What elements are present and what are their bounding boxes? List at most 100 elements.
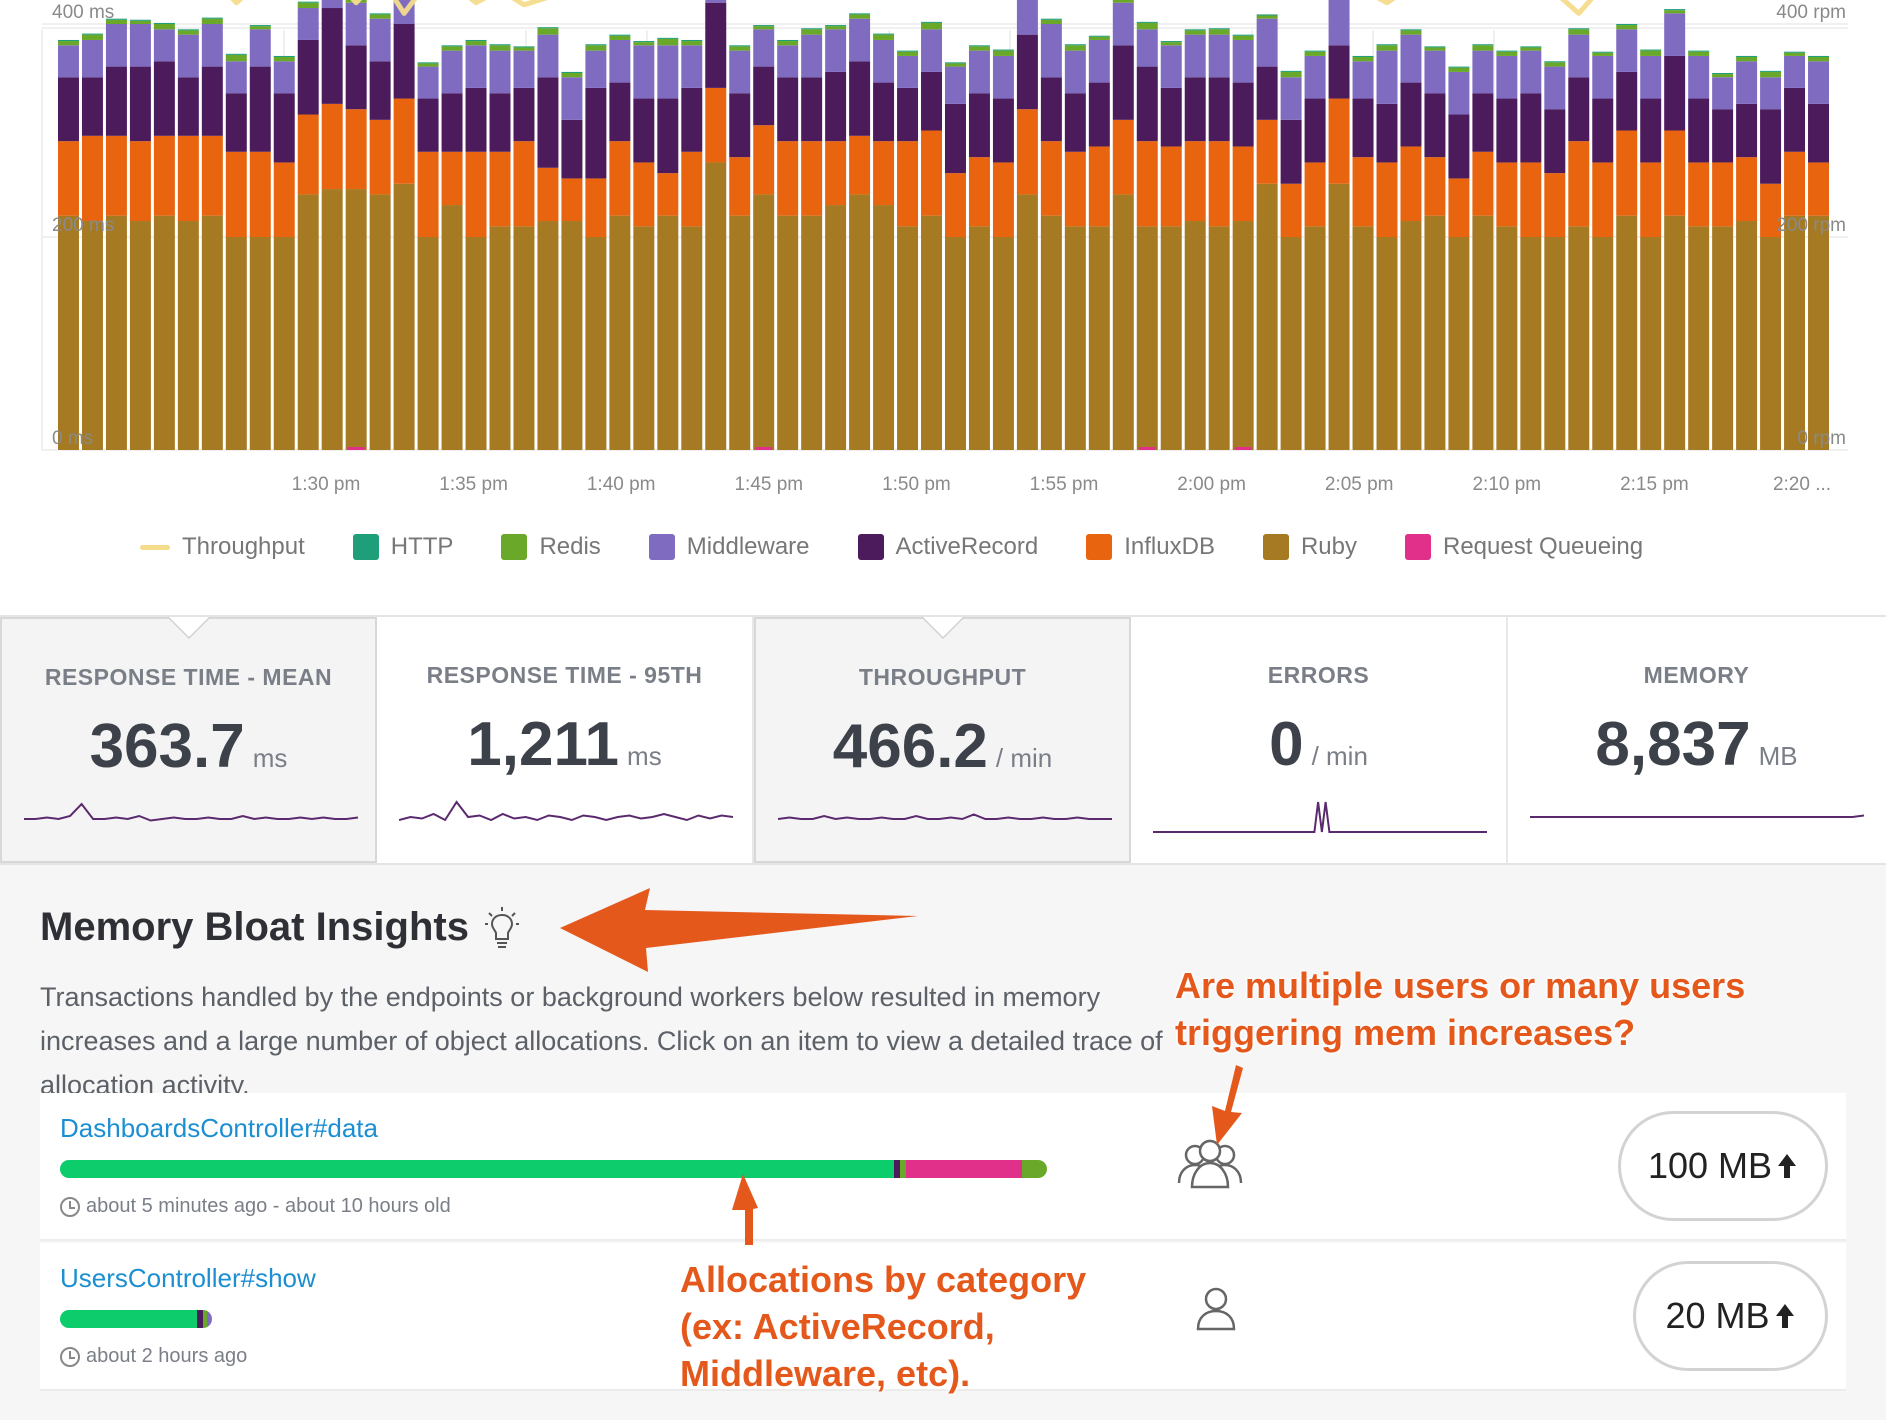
sparkline	[1153, 801, 1487, 833]
insight-row-users[interactable]: UsersController#show about 2 hours ago 2…	[40, 1243, 1846, 1391]
metrics-row: RESPONSE TIME - MEAN 363.7 ms RESPONSE T…	[0, 615, 1886, 865]
bar-segment-middleware	[1712, 77, 1734, 110]
bar-segment-middleware	[1328, 0, 1350, 46]
allocation-segment-redis[interactable]	[202, 1310, 208, 1328]
metric-card-errors[interactable]: ERRORS 0 / min	[1131, 617, 1508, 863]
x-tick: 1:40 pm	[587, 474, 656, 495]
bar-segment-http	[1400, 29, 1422, 31]
bar-segment-ruby	[1304, 226, 1326, 450]
bar-segment-http	[297, 1, 319, 3]
bar-segment-redis	[249, 26, 271, 30]
allocation-segment-activerecord[interactable]	[196, 1310, 203, 1328]
allocation-bar[interactable]	[60, 1160, 1047, 1178]
metric-value: 363.7 ms	[2, 711, 375, 782]
allocation-segment-activerecord[interactable]	[894, 1160, 900, 1178]
active-caret-fill	[922, 617, 963, 637]
bar-segment-middleware	[1544, 66, 1566, 110]
legend-swatch	[648, 534, 675, 560]
bar-segment-http	[1688, 50, 1710, 52]
bar-segment-redis	[1640, 50, 1662, 56]
bar-segment-redis	[681, 41, 703, 46]
legend-item-redis[interactable]: Redis	[501, 533, 601, 561]
bar-segment-influxdb	[1136, 141, 1158, 227]
bar-segment-ruby	[225, 237, 247, 450]
y-tick-right: 200 rpm	[1776, 215, 1846, 236]
bar-segment-middleware	[297, 8, 319, 40]
bar-segment-activerecord	[321, 8, 343, 104]
bar-segment-ruby	[1376, 237, 1398, 450]
bar-segment-http	[585, 44, 607, 46]
legend-item-middleware[interactable]: Middleware	[648, 533, 810, 561]
legend-item-activerecord[interactable]: ActiveRecord	[857, 533, 1038, 561]
bar-segment-redis	[1760, 71, 1782, 78]
bar-segment-ruby	[1352, 226, 1374, 450]
bar-segment-influxdb	[249, 151, 271, 237]
multiple-users-icon	[1177, 1139, 1243, 1189]
legend-item-request-queueing[interactable]: Request Queueing	[1404, 533, 1643, 561]
bar-segment-middleware	[1736, 61, 1758, 104]
bar-segment-http	[537, 27, 559, 29]
bar-segment-ruby	[81, 221, 103, 450]
bar-segment-middleware	[1400, 34, 1422, 83]
allocation-bar[interactable]	[60, 1310, 212, 1328]
metric-card-memory[interactable]: MEMORY 8,837 MB	[1508, 617, 1885, 863]
bar-segment-activerecord	[81, 77, 103, 136]
bar-segment-influxdb	[1496, 162, 1518, 227]
bar-segment-activerecord	[489, 93, 511, 152]
bar-segment-middleware	[1352, 61, 1374, 99]
bar-segment-activerecord	[513, 87, 535, 142]
allocation-segment-redis[interactable]	[1022, 1160, 1047, 1178]
bar-segment-redis	[1424, 47, 1446, 51]
bar-segment-ruby	[153, 215, 175, 450]
allocation-segment-request-queueing[interactable]	[905, 1160, 1023, 1178]
bar-segment-ruby	[1736, 221, 1758, 450]
bar-segment-http	[1064, 44, 1086, 46]
bar-segment-ruby	[825, 205, 847, 450]
bar-segment-activerecord	[1016, 34, 1038, 110]
x-tick: 2:10 pm	[1472, 474, 1541, 495]
legend-item-ruby[interactable]: Ruby	[1262, 533, 1357, 561]
legend-item-influxdb[interactable]: InfluxDB	[1086, 533, 1215, 561]
annotation-allocations-line3: Middleware, etc).	[680, 1353, 971, 1394]
bar-segment-influxdb	[873, 141, 895, 206]
bar-segment-http	[1664, 9, 1686, 11]
bar-segment-middleware	[1448, 71, 1470, 115]
memory-increase-pill[interactable]: 20 MB	[1633, 1261, 1828, 1371]
metric-card-response-95th[interactable]: RESPONSE TIME - 95TH 1,211 ms	[377, 617, 754, 863]
legend-item-http[interactable]: HTTP	[352, 533, 453, 561]
legend-item-throughput[interactable]: Throughput	[140, 533, 305, 561]
allocation-segment-middleware[interactable]	[207, 1310, 212, 1328]
bar-segment-ruby	[1808, 215, 1829, 450]
bar-segment-influxdb	[321, 103, 343, 190]
bar-segment-influxdb	[897, 141, 919, 227]
bar-segment-activerecord	[1328, 45, 1350, 99]
insight-row-dashboards[interactable]: DashboardsController#data about 5 minute…	[40, 1093, 1846, 1241]
bar-segment-ruby	[1088, 226, 1110, 450]
bar-segment-redis	[537, 28, 559, 35]
bar-segment-ruby	[58, 215, 79, 450]
transaction-link[interactable]: UsersController#show	[60, 1263, 316, 1293]
allocation-segment-green[interactable]	[60, 1310, 197, 1328]
transaction-link[interactable]: DashboardsController#data	[60, 1113, 378, 1143]
bar-segment-activerecord	[1712, 109, 1734, 163]
bar-segment-influxdb	[1304, 162, 1326, 227]
bar-segment-ruby	[1208, 226, 1230, 450]
bar-segment-http	[1352, 55, 1374, 58]
bar-segment-influxdb	[921, 130, 942, 216]
memory-increase-pill[interactable]: 100 MB	[1618, 1111, 1828, 1221]
bar-segment-activerecord	[1640, 98, 1662, 163]
bar-segment-ruby	[201, 215, 223, 450]
bar-segment-middleware	[1760, 77, 1782, 110]
metric-card-response-mean[interactable]: RESPONSE TIME - MEAN 363.7 ms	[0, 617, 377, 863]
bar-segment-ruby	[1496, 226, 1518, 450]
allocation-segment-green[interactable]	[60, 1160, 894, 1178]
metric-card-throughput[interactable]: THROUGHPUT 466.2 / min	[754, 617, 1131, 863]
bar-segment-middleware	[1304, 55, 1326, 99]
bar-segment-redis	[1112, 0, 1134, 3]
bar-segment-redis	[1520, 47, 1542, 51]
bar-segment-ruby	[273, 237, 295, 450]
allocation-segment-redis[interactable]	[899, 1160, 906, 1178]
bar-segment-influxdb	[1064, 151, 1086, 227]
